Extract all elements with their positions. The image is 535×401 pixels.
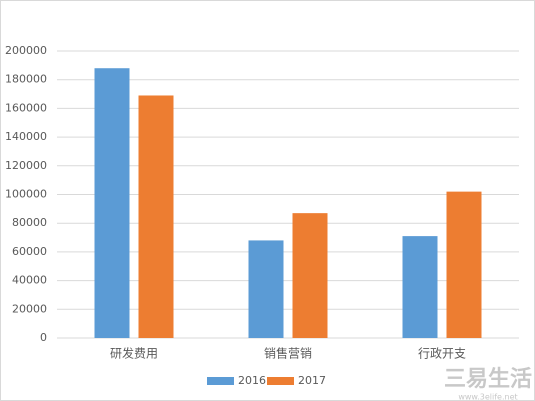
x-tick-label: 行政开支 xyxy=(418,347,466,361)
legend-label: 2016 xyxy=(238,374,266,387)
y-tick-label: 80000 xyxy=(12,216,47,229)
legend-swatch xyxy=(207,377,234,385)
y-tick-label: 120000 xyxy=(5,159,47,172)
y-tick-label: 60000 xyxy=(12,245,47,258)
legend-label: 2017 xyxy=(298,374,326,387)
y-tick-label: 40000 xyxy=(12,274,47,287)
y-tick-label: 0 xyxy=(40,331,47,344)
x-tick-label: 研发费用 xyxy=(110,346,158,361)
bar xyxy=(138,95,174,338)
bar xyxy=(402,236,438,338)
y-tick-label: 200000 xyxy=(5,44,47,57)
legend-swatch xyxy=(267,377,294,385)
y-tick-label: 160000 xyxy=(5,101,47,114)
bar xyxy=(94,68,130,338)
y-tick-label: 140000 xyxy=(5,130,47,143)
watermark: 三易生活 xyxy=(444,367,532,392)
bar xyxy=(292,213,328,338)
y-tick-label: 180000 xyxy=(5,73,47,86)
bar xyxy=(446,191,482,338)
y-tick-label: 20000 xyxy=(12,302,47,315)
watermark-url: www.3elife.net xyxy=(458,393,517,401)
bar xyxy=(248,240,284,338)
x-tick-label: 销售营销 xyxy=(264,346,312,361)
y-tick-label: 100000 xyxy=(5,188,47,201)
